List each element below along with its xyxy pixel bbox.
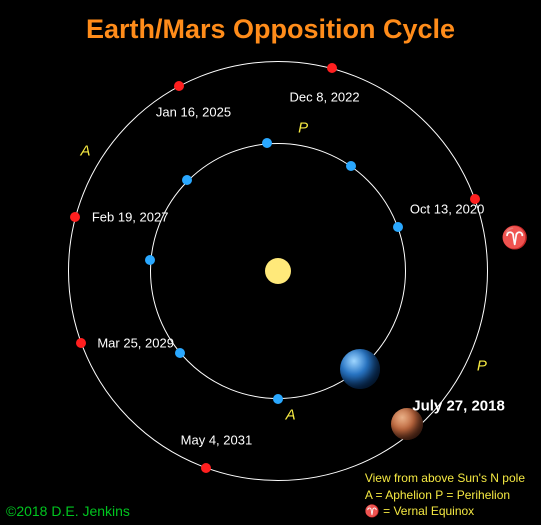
mars-position-dot — [174, 81, 184, 91]
opposition-date-label: Feb 19, 2027 — [92, 209, 169, 224]
opposition-date-label-main: July 27, 2018 — [412, 398, 505, 415]
sun — [265, 258, 291, 284]
mars-position-dot — [70, 212, 80, 222]
earth-position-dot — [145, 255, 155, 265]
opposition-date-label: Oct 13, 2020 — [410, 202, 484, 217]
opposition-date-label: May 4, 2031 — [181, 433, 253, 448]
earth-position-dot — [175, 348, 185, 358]
earth-position-dot — [182, 175, 192, 185]
vernal-equinox-icon: ♈ — [501, 225, 528, 251]
earth-position-dot — [393, 222, 403, 232]
perihelion-label: P — [298, 120, 308, 137]
diagram-title: Earth/Mars Opposition Cycle — [0, 14, 541, 45]
opposition-date-label: Jan 16, 2025 — [156, 105, 231, 120]
aphelion-label: A — [286, 407, 296, 424]
earth-position-dot — [273, 394, 283, 404]
mars-position-dot — [327, 63, 337, 73]
earth-planet — [340, 349, 380, 389]
mars-position-dot — [76, 338, 86, 348]
earth-position-dot — [346, 161, 356, 171]
copyright-text: ©2018 D.E. Jenkins — [6, 503, 130, 519]
aphelion-label: A — [80, 142, 90, 159]
mars-position-dot — [201, 463, 211, 473]
earth-position-dot — [262, 138, 272, 148]
legend-text: View from above Sun's N poleA = Aphelion… — [365, 470, 525, 519]
perihelion-label: P — [477, 358, 487, 375]
opposition-date-label: Dec 8, 2022 — [290, 90, 360, 105]
opposition-date-label: Mar 25, 2029 — [97, 335, 174, 350]
